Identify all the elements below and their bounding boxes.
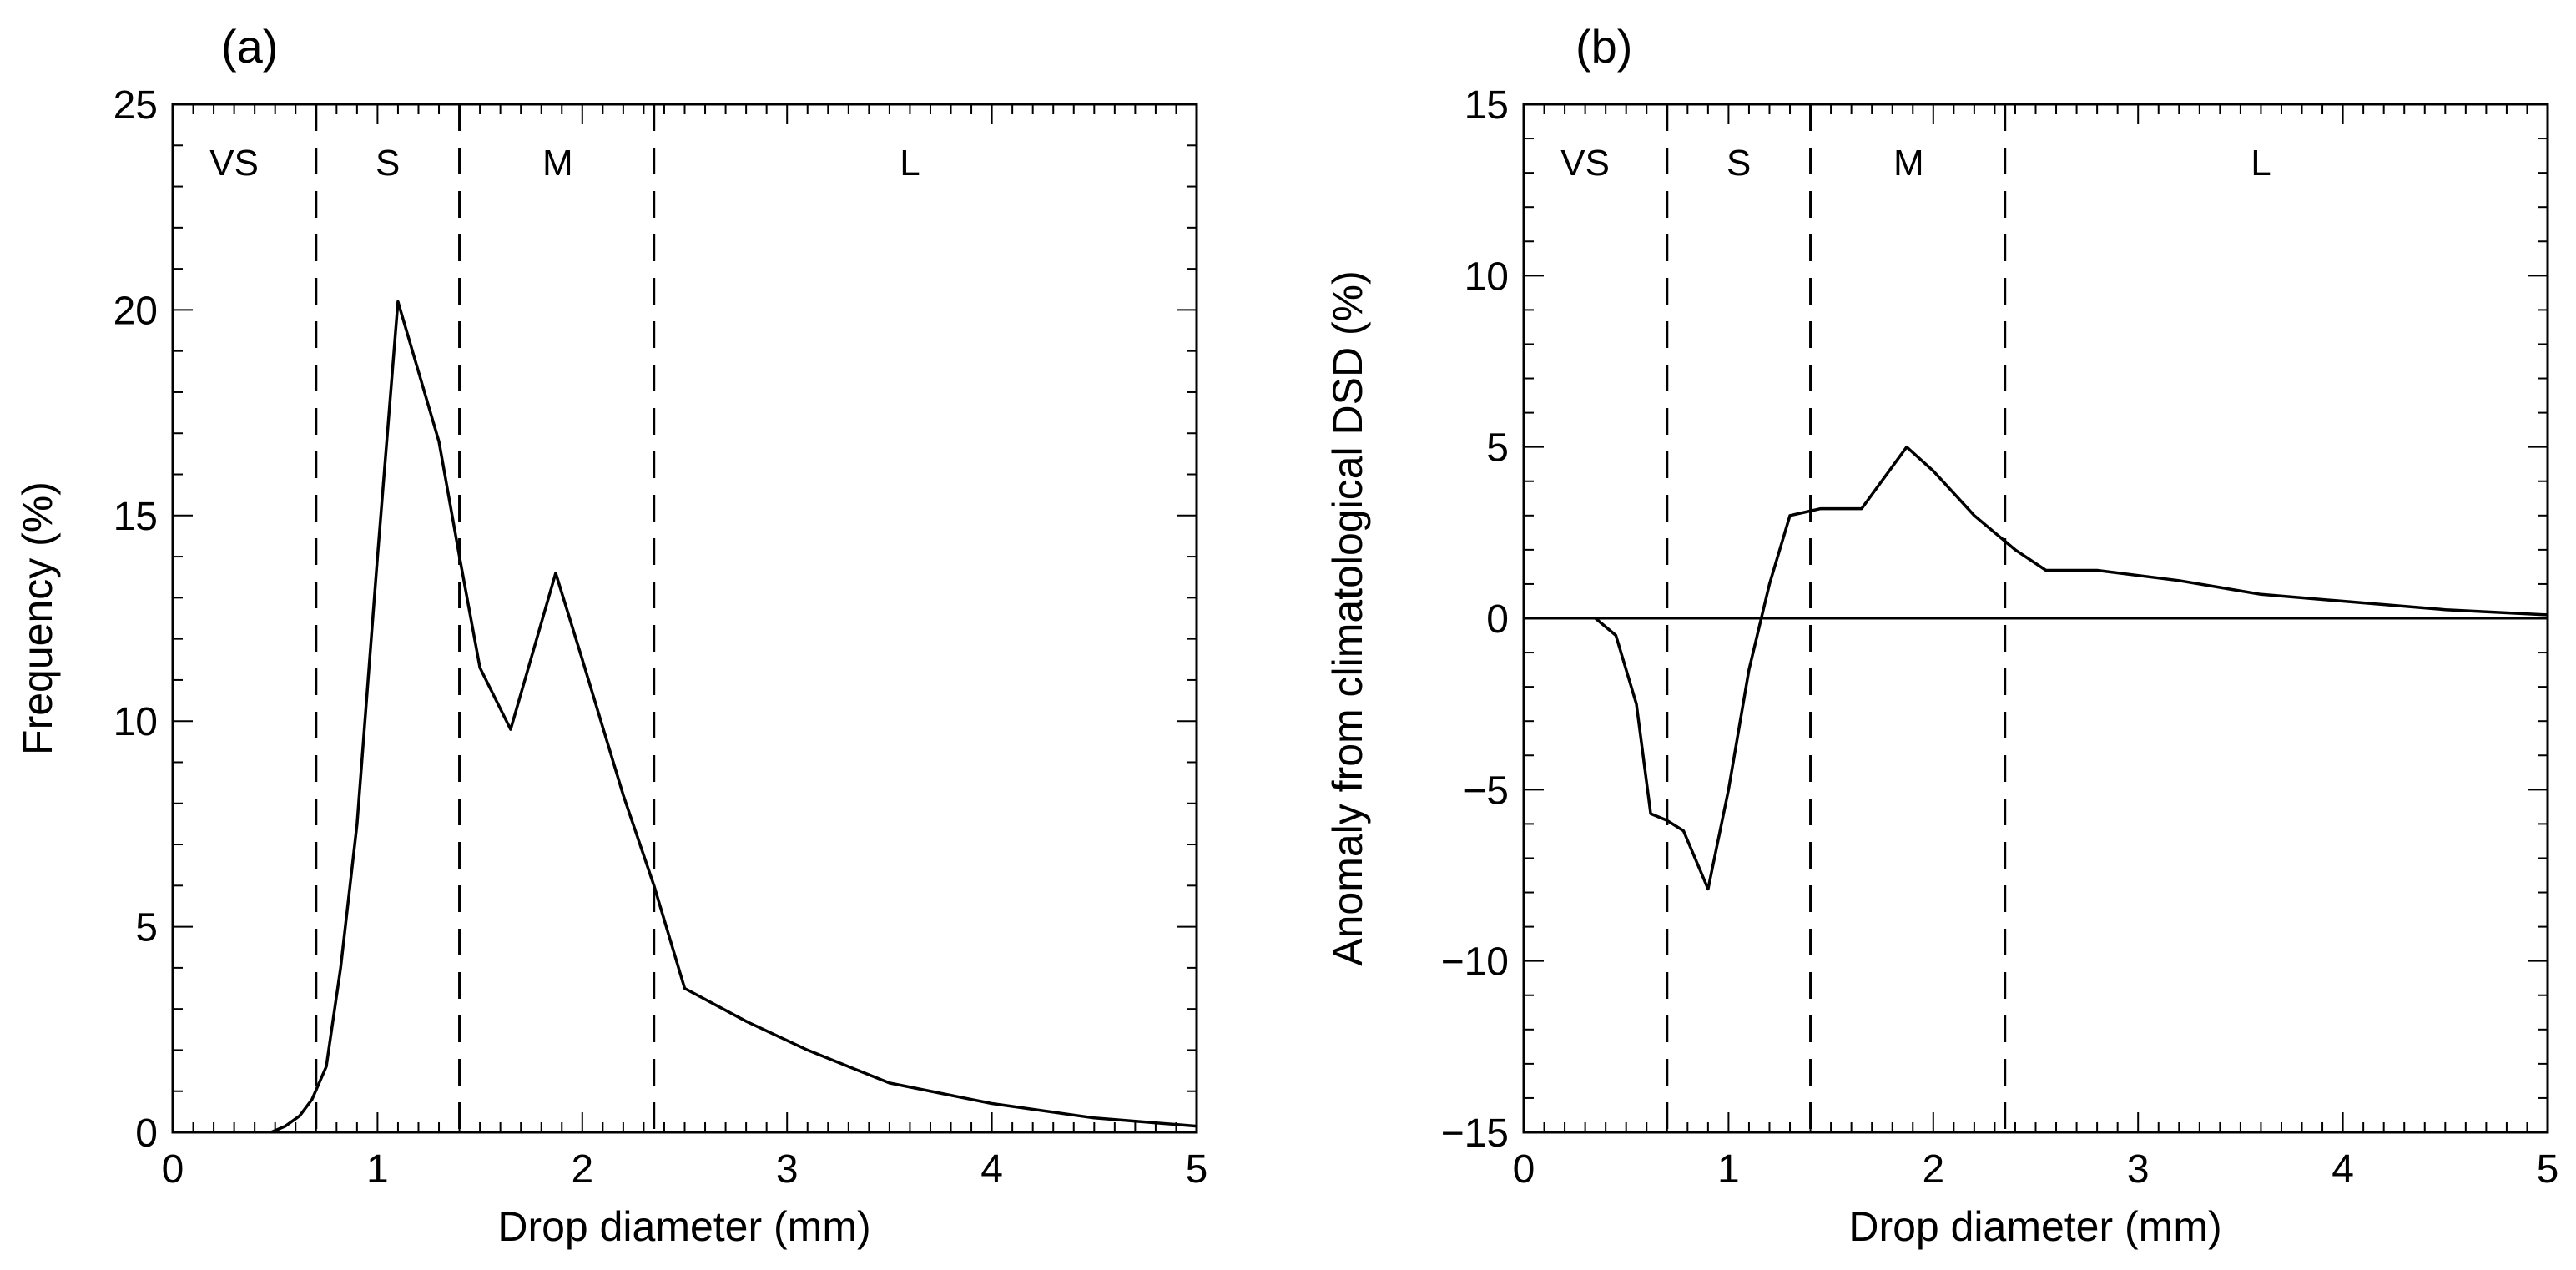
panel-a-frequency: (a) VS S M L 0 1 2 3 4 5 0 5 10 15 20 25 Drop diamete…: [14, 20, 1207, 1250]
panel-b-x-axis-title: Drop diameter (mm): [1848, 1203, 2221, 1250]
panel-a-y-axis-title: Frequency (%): [14, 481, 61, 755]
y-tick-label: 15: [113, 495, 158, 539]
region-label: S: [376, 143, 400, 184]
panel-a-plot-frame: [171, 103, 1198, 1134]
panel-b-anomaly: (b) VS S M L 0 1 2 3 4 5 −15 −10 −5 0 5 10 15 Drop dia…: [1324, 20, 2558, 1250]
panel-b-region-labels: VS S M L: [1560, 143, 2271, 184]
y-tick-label: 20: [113, 289, 158, 333]
x-tick-label: 1: [366, 1147, 389, 1192]
panel-a-y-ticks: 0 5 10 15 20 25: [113, 83, 1197, 1156]
panel-b-series: [1594, 445, 2548, 891]
y-tick-label: −10: [1441, 940, 1509, 985]
x-tick-label: 3: [2127, 1147, 2150, 1192]
region-label: S: [1727, 143, 1751, 184]
y-tick-label: −15: [1441, 1111, 1509, 1156]
region-label: VS: [1560, 143, 1610, 184]
region-label: L: [2251, 143, 2271, 184]
region-label: M: [542, 143, 573, 184]
region-label: L: [900, 143, 920, 184]
x-tick-label: 3: [776, 1147, 799, 1192]
x-tick-label: 5: [1186, 1147, 1208, 1192]
y-tick-label: −5: [1463, 769, 1509, 813]
x-tick-label: 1: [1717, 1147, 1740, 1192]
y-tick-label: 0: [1486, 597, 1509, 642]
panel-b-y-axis-title: Anomaly from climatological DSD (%): [1324, 270, 1371, 966]
panel-b-label: (b): [1575, 20, 1632, 73]
series-line: [270, 300, 1197, 1134]
panel-a-region-labels: VS S M L: [209, 143, 920, 184]
panel-a-label: (a): [221, 20, 278, 73]
panel-b-y-ticks: −15 −10 −5 0 5 10 15: [1441, 83, 2548, 1156]
y-tick-label: 10: [1464, 255, 1509, 299]
panel-a-x-axis-title: Drop diameter (mm): [497, 1203, 870, 1250]
x-tick-label: 4: [980, 1147, 1003, 1192]
series-line: [1594, 445, 2548, 891]
panel-a-region-dividers: [315, 104, 656, 1132]
panel-a-x-ticks: 0 1 2 3 4 5: [162, 104, 1208, 1192]
y-tick-label: 0: [135, 1111, 158, 1156]
x-tick-label: 4: [2332, 1147, 2354, 1192]
y-tick-label: 5: [135, 906, 158, 950]
x-tick-label: 2: [1922, 1147, 1944, 1192]
region-label: VS: [209, 143, 259, 184]
panel-b-x-ticks: 0 1 2 3 4 5: [1513, 104, 2559, 1192]
y-tick-label: 15: [1464, 83, 1509, 128]
x-tick-label: 0: [162, 1147, 184, 1192]
y-tick-label: 5: [1486, 426, 1509, 471]
region-label: M: [1893, 143, 1924, 184]
x-tick-label: 2: [571, 1147, 593, 1192]
x-tick-label: 5: [2537, 1147, 2559, 1192]
y-tick-label: 25: [113, 83, 158, 128]
y-tick-label: 10: [113, 700, 158, 744]
x-tick-label: 0: [1513, 1147, 1535, 1192]
panel-a-series: [270, 300, 1197, 1134]
